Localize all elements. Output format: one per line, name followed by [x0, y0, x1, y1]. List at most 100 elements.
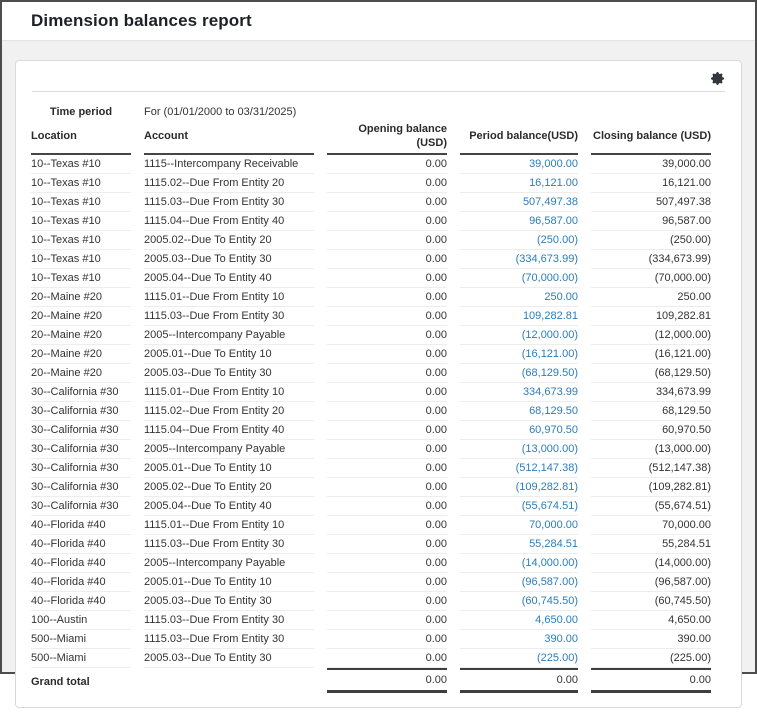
period-balance-link[interactable]: (16,121.00): [521, 348, 578, 360]
period-balance-link[interactable]: 250.00: [544, 291, 578, 303]
cell-account: 1115.03--Due From Entity 30: [144, 630, 314, 649]
period-balance-link[interactable]: (334,673.99): [515, 253, 578, 265]
period-balance-link[interactable]: 16,121.00: [529, 177, 578, 189]
cell-opening-balance: 0.00: [327, 250, 447, 269]
table-row: 30--California #30 2005.02--Due To Entity…: [31, 478, 711, 497]
cell-period-balance: (225.00): [460, 649, 578, 668]
period-balance-link[interactable]: 109,282.81: [522, 310, 578, 322]
cell-location: 30--California #30: [31, 440, 131, 459]
period-balance-link[interactable]: 60,970.50: [529, 424, 578, 436]
cell-closing-balance: (334,673.99): [591, 250, 711, 269]
period-balance-link[interactable]: (70,000.00): [521, 272, 578, 284]
period-balance-link[interactable]: 39,000.00: [529, 158, 578, 170]
cell-closing-balance: (225.00): [591, 649, 711, 668]
cell-account: 2005.02--Due To Entity 20: [144, 478, 314, 497]
period-balance-link[interactable]: 96,587.00: [529, 215, 578, 227]
settings-button[interactable]: [709, 70, 725, 86]
cell-closing-balance: 4,650.00: [591, 611, 711, 630]
period-balance-link[interactable]: 68,129.50: [529, 405, 578, 417]
period-balance-link[interactable]: (225.00): [537, 652, 578, 664]
period-balance-link[interactable]: 334,673.99: [522, 386, 578, 398]
cell-opening-balance: 0.00: [327, 554, 447, 573]
cell-period-balance: 60,970.50: [460, 421, 578, 440]
period-balance-link[interactable]: (250.00): [537, 234, 578, 246]
cell-closing-balance: (109,282.81): [591, 478, 711, 497]
dimension-balances-table: Time period For (01/01/2000 to 03/31/202…: [18, 102, 724, 693]
cell-account: 1115.04--Due From Entity 40: [144, 421, 314, 440]
table-row: 10--Texas #10 1115.04--Due From Entity 40…: [31, 212, 711, 231]
table-row: 30--California #30 1115.04--Due From Enti…: [31, 421, 711, 440]
cell-location: 30--California #30: [31, 478, 131, 497]
cell-opening-balance: 0.00: [327, 611, 447, 630]
report-card: Time period For (01/01/2000 to 03/31/202…: [15, 60, 742, 708]
cell-closing-balance: (13,000.00): [591, 440, 711, 459]
period-balance-link[interactable]: (14,000.00): [521, 557, 578, 569]
cell-closing-balance: 96,587.00: [591, 212, 711, 231]
table-row: 20--Maine #20 2005--Intercompany Payable 0…: [31, 326, 711, 345]
period-balance-link[interactable]: 70,000.00: [529, 519, 578, 531]
cell-closing-balance: 60,970.50: [591, 421, 711, 440]
cell-period-balance: 390.00: [460, 630, 578, 649]
cell-location: 30--California #30: [31, 459, 131, 478]
cell-period-balance: 334,673.99: [460, 383, 578, 402]
cell-account: 2005.03--Due To Entity 30: [144, 250, 314, 269]
period-balance-link[interactable]: 4,650.00: [535, 614, 578, 626]
cell-closing-balance: (14,000.00): [591, 554, 711, 573]
period-balance-link[interactable]: (109,282.81): [515, 481, 578, 493]
period-balance-link[interactable]: (13,000.00): [521, 443, 578, 455]
cell-account: 1115.01--Due From Entity 10: [144, 288, 314, 307]
cell-account: 1115--Intercompany Receivable: [144, 155, 314, 174]
period-balance-link[interactable]: (68,129.50): [521, 367, 578, 379]
period-balance-link[interactable]: (60,745.50): [521, 595, 578, 607]
cell-period-balance: (109,282.81): [460, 478, 578, 497]
table-row: 40--Florida #40 1115.01--Due From Entity …: [31, 516, 711, 535]
cell-location: 40--Florida #40: [31, 535, 131, 554]
grand-total-closing-balance: 0.00: [591, 668, 711, 693]
cell-closing-balance: 250.00: [591, 288, 711, 307]
table-row: 100--Austin 1115.03--Due From Entity 30 0.…: [31, 611, 711, 630]
table-row: 10--Texas #10 1115.03--Due From Entity 30…: [31, 193, 711, 212]
cell-closing-balance: (68,129.50): [591, 364, 711, 383]
cell-location: 10--Texas #10: [31, 193, 131, 212]
cell-period-balance: (512,147.38): [460, 459, 578, 478]
table-row: 40--Florida #40 2005.03--Due To Entity 30…: [31, 592, 711, 611]
cell-account: 2005--Intercompany Payable: [144, 326, 314, 345]
cell-location: 40--Florida #40: [31, 516, 131, 535]
table-row: 10--Texas #10 1115--Intercompany Receivab…: [31, 155, 711, 174]
cell-period-balance: 55,284.51: [460, 535, 578, 554]
cell-closing-balance: 507,497.38: [591, 193, 711, 212]
table-row: 10--Texas #10 2005.03--Due To Entity 30 0.…: [31, 250, 711, 269]
cell-closing-balance: 334,673.99: [591, 383, 711, 402]
cell-account: 2005.03--Due To Entity 30: [144, 364, 314, 383]
period-balance-link[interactable]: 390.00: [544, 633, 578, 645]
table-row: 20--Maine #20 2005.01--Due To Entity 10 0.…: [31, 345, 711, 364]
column-header-row: Location Account Opening balance (USD) P…: [31, 120, 711, 155]
cell-opening-balance: 0.00: [327, 592, 447, 611]
column-header-closing-balance: Closing balance (USD): [591, 120, 711, 155]
table-row: 10--Texas #10 2005.04--Due To Entity 40 0.…: [31, 269, 711, 288]
cell-closing-balance: 109,282.81: [591, 307, 711, 326]
cell-period-balance: 68,129.50: [460, 402, 578, 421]
cell-closing-balance: (250.00): [591, 231, 711, 250]
report-window: Dimension balances report Time period: [0, 0, 757, 708]
period-balance-link[interactable]: (96,587.00): [521, 576, 578, 588]
grand-total-label: Grand total: [31, 675, 90, 688]
table-row: 30--California #30 1115.01--Due From Enti…: [31, 383, 711, 402]
table-row: 30--California #30 2005--Intercompany Pay…: [31, 440, 711, 459]
period-balance-link[interactable]: 55,284.51: [529, 538, 578, 550]
cell-location: 20--Maine #20: [31, 345, 131, 364]
time-period-label: Time period: [49, 106, 113, 118]
cell-account: 2005.01--Due To Entity 10: [144, 573, 314, 592]
period-balance-link[interactable]: (12,000.00): [521, 329, 578, 341]
page-content: Time period For (01/01/2000 to 03/31/202…: [2, 41, 755, 724]
column-header-opening-balance: Opening balance (USD): [327, 120, 447, 155]
cell-opening-balance: 0.00: [327, 516, 447, 535]
cell-opening-balance: 0.00: [327, 193, 447, 212]
cell-location: 10--Texas #10: [31, 269, 131, 288]
period-balance-link[interactable]: 507,497.38: [522, 196, 578, 208]
cell-opening-balance: 0.00: [327, 573, 447, 592]
period-balance-link[interactable]: (55,674.51): [521, 500, 578, 512]
cell-location: 30--California #30: [31, 383, 131, 402]
period-balance-link[interactable]: (512,147.38): [515, 462, 578, 474]
cell-location: 30--California #30: [31, 402, 131, 421]
